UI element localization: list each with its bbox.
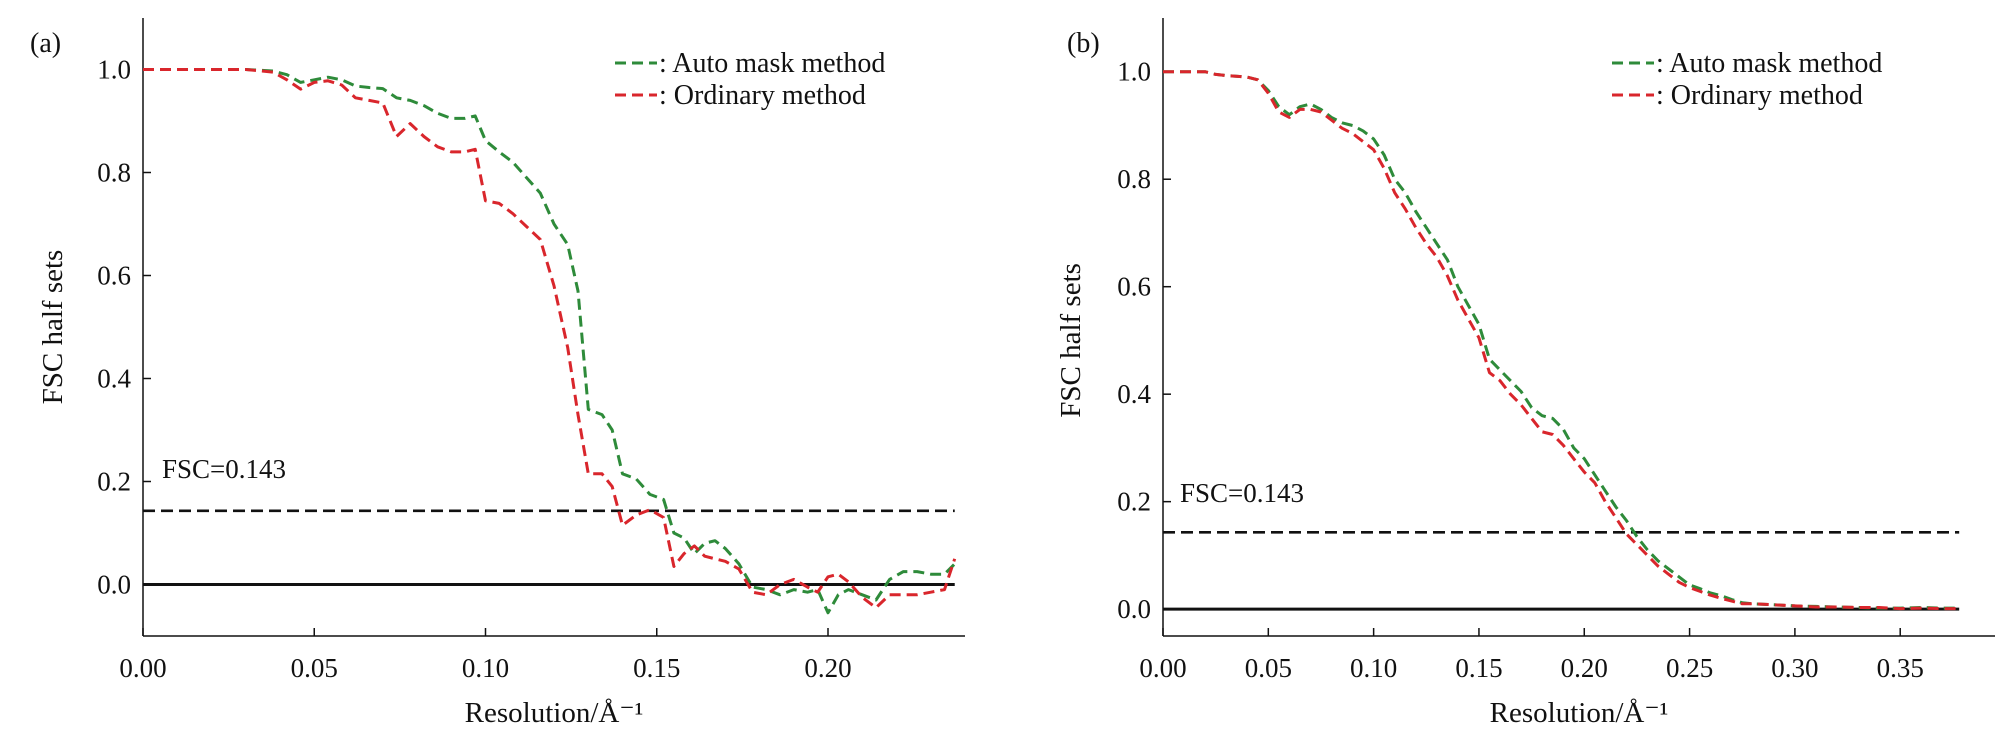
y-tick-label: 0.6	[1117, 272, 1151, 302]
legend-label-ordinary: : Ordinary method	[659, 80, 866, 111]
panel-a: 0.0 0.2 0.4 0.6 0.8 1.0 0.00 0.05 0.10 0.15 0.20 FS…	[30, 18, 965, 729]
y-tick-label: 1.0	[1117, 57, 1151, 87]
x-tick-label: 0.25	[1666, 653, 1713, 683]
y-tick-label: 0.6	[97, 261, 131, 291]
x-tick-label: 0.05	[291, 653, 338, 683]
x-tick-label: 0.15	[633, 653, 680, 683]
x-tick-label: 0.20	[1561, 653, 1608, 683]
y-tick-label: 0.2	[97, 467, 131, 497]
legend-label-auto: : Auto mask method	[659, 48, 885, 79]
x-tick-label: 0.00	[1139, 653, 1186, 683]
x-tick-label: 0.15	[1455, 653, 1502, 683]
x-tick-label: 0.10	[462, 653, 509, 683]
series-line-ordinary	[1163, 70, 1960, 611]
y-tick-label: 0.4	[97, 364, 131, 394]
y-tick-label: 0.0	[1117, 594, 1151, 624]
legend-label-auto: : Auto mask method	[1656, 48, 1882, 79]
series-line-auto	[143, 68, 956, 615]
legend-label-ordinary: : Ordinary method	[1656, 80, 1863, 111]
y-axis-title: FSC half sets	[1055, 263, 1087, 418]
x-tick-label: 0.10	[1350, 653, 1397, 683]
panel-label: (b)	[1067, 28, 1100, 59]
x-axis-title: Resolution/Å⁻¹	[465, 697, 644, 729]
x-tick-label: 0.00	[119, 653, 166, 683]
y-tick-label: 0.0	[97, 570, 131, 600]
x-tick-label: 0.30	[1771, 653, 1818, 683]
x-axis-title: Resolution/Å⁻¹	[1490, 697, 1669, 729]
y-tick-label: 0.8	[1117, 164, 1151, 194]
x-tick-label: 0.05	[1245, 653, 1292, 683]
y-tick-label: 0.4	[1117, 379, 1151, 409]
y-tick-label: 0.8	[97, 158, 131, 188]
threshold-label: FSC=0.143	[1180, 478, 1304, 508]
y-tick-label: 0.2	[1117, 487, 1151, 517]
y-axis-title: FSC half sets	[37, 250, 69, 405]
x-tick-label: 0.35	[1877, 653, 1924, 683]
panel-label: (a)	[30, 28, 61, 59]
y-tick-label: 1.0	[97, 55, 131, 85]
threshold-label: FSC=0.143	[162, 454, 286, 484]
series-line-auto	[1163, 70, 1960, 610]
panel-b: 0.0 0.2 0.4 0.6 0.8 1.0 0.00 0.05 0.10 0.15 0.20 0.…	[1055, 18, 1995, 729]
series-line-ordinary	[143, 68, 957, 610]
x-tick-label: 0.20	[804, 653, 851, 683]
